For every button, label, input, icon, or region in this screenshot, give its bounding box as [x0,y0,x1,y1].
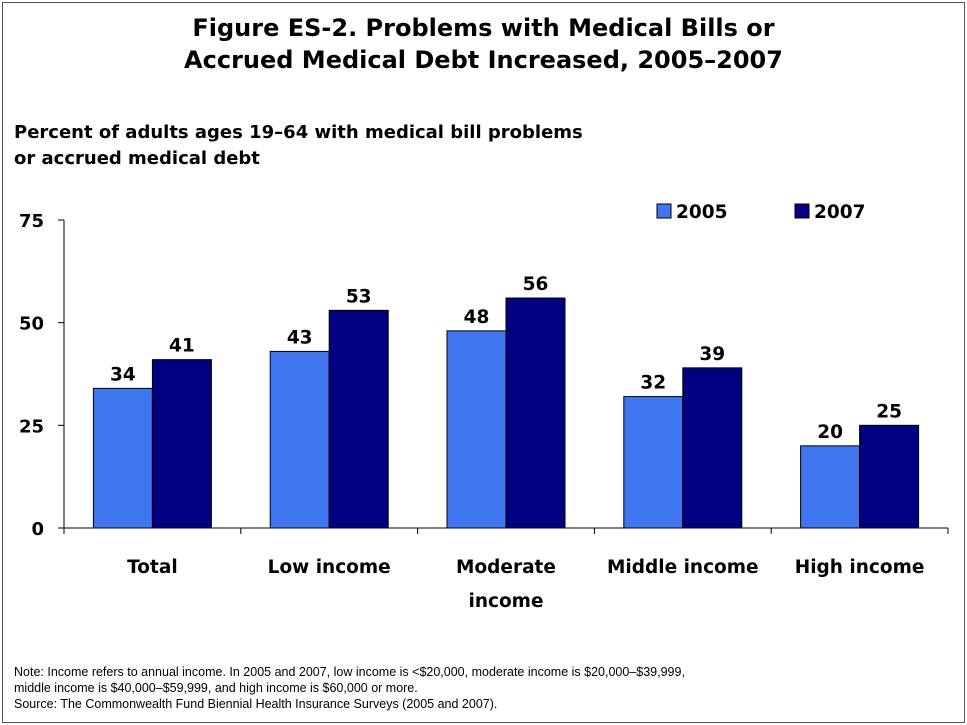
y-tick-label: 75 [19,211,44,232]
data-label-2007: 39 [699,344,725,365]
footnote-line-2: middle income is $40,000–$59,999, and hi… [14,681,418,695]
chart-title-line-1: Figure ES-2. Problems with Medical Bills… [192,14,775,42]
bar-2007 [505,297,566,529]
x-tick-label: Total [127,557,178,578]
legend-label-2005: 2005 [676,202,728,223]
legend-label-2007: 2007 [814,202,866,223]
data-label-2007: 41 [169,336,195,357]
footnote-line-1: Note: Income refers to annual income. In… [14,665,685,679]
bar-2007 [151,359,212,529]
data-label-2005: 34 [110,364,136,385]
x-tick-label: Middle income [607,557,759,578]
bar-2005 [800,445,861,529]
x-tick-label: High income [795,557,925,578]
data-label-2005: 48 [464,307,490,328]
legend-swatch-2005 [656,203,672,219]
footnote: Note: Income refers to annual income. In… [14,664,685,712]
chart-subtitle-line-2: or accrued medical debt [14,148,260,169]
data-label-2005: 32 [640,373,666,394]
x-tick-label: income [468,591,543,612]
bar-2007 [682,367,743,529]
bar-2005 [92,387,153,529]
bar-2005 [446,330,507,529]
data-label-2007: 56 [523,274,549,295]
chart-subtitle: Percent of adults ages 19–64 with medica… [14,120,583,172]
data-label-2007: 53 [346,286,372,307]
bar-2007 [328,309,389,529]
y-tick-label: 25 [19,416,44,437]
legend-swatch-2007 [794,203,810,219]
data-label-2005: 20 [817,422,843,443]
y-tick-label: 0 [31,519,44,540]
bar-2005 [623,396,684,529]
y-tick-label: 50 [19,314,44,335]
chart-subtitle-line-1: Percent of adults ages 19–64 with medica… [14,122,583,143]
x-tick-label: Low income [268,557,391,578]
data-label-2007: 25 [876,401,902,422]
bar-2007 [859,424,920,529]
data-label-2005: 43 [287,327,313,348]
source-line: Source: The Commonwealth Fund Biennial H… [14,697,498,711]
x-tick-label: Moderate [456,557,556,578]
bar-2005 [269,350,330,529]
chart-title-line-2: Accrued Medical Debt Increased, 2005–200… [184,46,783,74]
chart-title: Figure ES-2. Problems with Medical Bills… [0,12,967,76]
